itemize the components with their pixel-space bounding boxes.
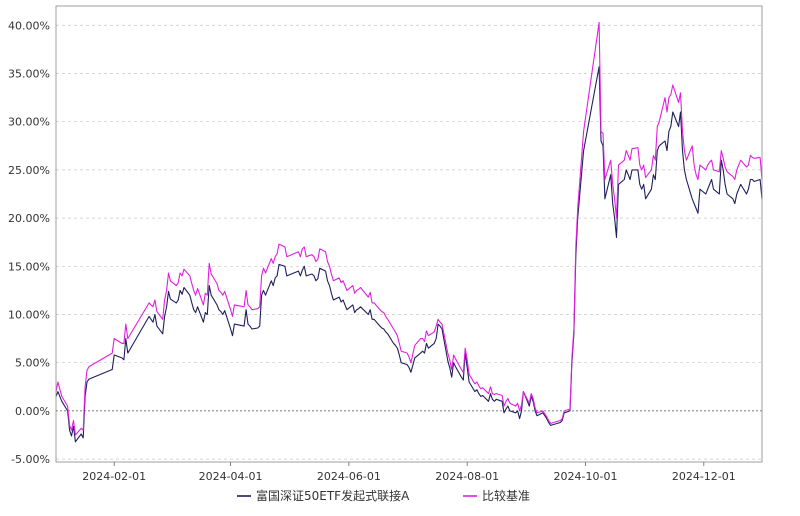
series-line-1	[55, 21, 763, 436]
legend-label-0: 富国深证50ETF发起式联接A	[256, 488, 410, 503]
y-tick-label: 5.00%	[15, 357, 50, 370]
x-tick-label: 2024-12-01	[672, 470, 736, 483]
plot-frame	[55, 5, 763, 463]
legend-label-1: 比较基准	[482, 488, 530, 503]
y-tick-label: -5.00%	[11, 453, 50, 466]
legend: 富国深证50ETF发起式联接A 比较基准	[237, 488, 530, 503]
y-tick-label: 25.00%	[8, 164, 50, 177]
x-tick-label: 2024-06-01	[317, 470, 381, 483]
y-tick-label: 35.00%	[8, 67, 50, 80]
y-tick-label: 10.00%	[8, 308, 50, 321]
y-tick-label: 30.00%	[8, 116, 50, 129]
y-tick-label: 15.00%	[8, 260, 50, 273]
x-tick-label: 2024-10-01	[554, 470, 618, 483]
y-tick-label: 40.00%	[8, 19, 50, 32]
series-lines	[55, 21, 763, 443]
y-tick-label: 0.00%	[15, 405, 50, 418]
x-tick-label: 2024-08-01	[435, 470, 499, 483]
grid-lines	[56, 24, 762, 460]
x-tick-label: 2024-02-01	[82, 470, 146, 483]
axes: -5.00% 0.00% 5.00% 10.00% 15.00% 20.00% 25.00%…	[8, 5, 763, 483]
y-tick-label: 20.00%	[8, 212, 50, 225]
x-tick-label: 2024-04-01	[199, 470, 263, 483]
series-line-0	[55, 66, 763, 443]
